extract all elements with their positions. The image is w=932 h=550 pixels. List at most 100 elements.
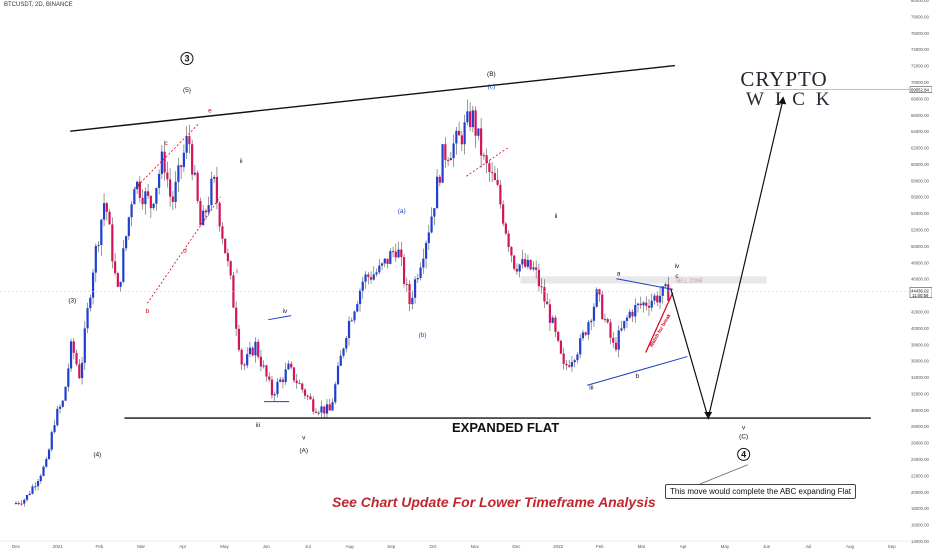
candle-body (609, 322, 612, 338)
candle-body (320, 406, 323, 413)
wave-iv-box-top (268, 315, 292, 321)
candle-body (155, 187, 158, 204)
candle-body (243, 364, 246, 366)
wave-label: (A) (299, 447, 308, 454)
candle-body (323, 406, 326, 414)
candle-body (213, 176, 216, 179)
time-tick-label: Feb (96, 544, 104, 549)
candle-body (548, 304, 552, 323)
candle-body (221, 226, 224, 239)
candle-body (639, 303, 642, 306)
candle-body (290, 363, 293, 368)
candle-body (554, 317, 557, 332)
candle-body (339, 355, 342, 366)
candle-body (287, 363, 290, 370)
wave-label: iii (589, 384, 593, 391)
candle-body (458, 130, 461, 136)
candle-body (634, 305, 637, 317)
candle-body (653, 295, 656, 301)
candle-body (147, 191, 150, 196)
candle-body (642, 302, 645, 306)
projection-arrow-down (704, 412, 713, 420)
candle-body (430, 216, 433, 233)
candle-body (53, 425, 56, 433)
candle-body (502, 204, 505, 224)
wave-label: 4 (741, 449, 746, 459)
candle-body (25, 495, 29, 500)
price-tick-label: 38000.00 (911, 342, 930, 347)
candle-body (568, 365, 571, 367)
candle-body (383, 258, 386, 264)
candle-body (416, 278, 419, 280)
candle-body (576, 354, 579, 361)
candle-body (592, 306, 596, 321)
wave-label: (b) (419, 332, 427, 339)
candle-body (477, 128, 480, 136)
candle-body (513, 255, 516, 269)
candle-body (229, 261, 232, 276)
price-tick-label: 70000.00 (911, 80, 930, 85)
time-tick-label: Aug (346, 544, 355, 549)
candle-body (562, 353, 565, 364)
candle-body (56, 408, 59, 426)
time-tick-label: Apr (680, 544, 688, 549)
candle-body (188, 136, 191, 145)
time-tick-label: Jul (805, 544, 811, 549)
time-tick-label: 2022 (553, 544, 564, 549)
wave-label: c (164, 140, 168, 147)
candle-body (262, 365, 265, 367)
time-tick-label: Oct (429, 544, 437, 549)
candle-body (174, 181, 177, 202)
red-channel-lower (147, 196, 221, 304)
time-tick-label: Mar (137, 544, 145, 549)
candle-body (28, 493, 31, 496)
candle-body (394, 251, 397, 258)
candle-body (102, 203, 106, 220)
candle-body (603, 319, 607, 321)
candle-body (413, 279, 417, 298)
price-tick-label: 28000.00 (911, 424, 930, 429)
candle-body (656, 295, 659, 303)
candle-body (276, 381, 279, 395)
candle-body (584, 332, 587, 335)
candle-body (350, 320, 353, 322)
candle-body (166, 172, 169, 180)
wave-label: (B) (487, 71, 496, 78)
wave-label: 3 (184, 53, 189, 63)
candle-body (499, 184, 502, 205)
time-axis[interactable]: Dec 2021 Feb Mar Apr May Jun Jul Aug Sep Oct Nov Dec… (0, 540, 910, 549)
candle-body (67, 368, 70, 387)
candle-body (279, 379, 282, 382)
candle-body (83, 328, 86, 363)
candle-body (427, 232, 430, 243)
time-tick-label: Feb (596, 544, 604, 549)
price-tick-label: 20000.00 (911, 490, 930, 495)
candle-body (45, 459, 48, 467)
wave-label: v (302, 434, 306, 441)
candle-body (116, 273, 119, 287)
candle-body (612, 337, 615, 343)
candle-body (86, 308, 89, 329)
candle-body (130, 204, 133, 218)
candle-body (336, 365, 340, 385)
candle-body (180, 165, 183, 168)
candle-body (312, 399, 315, 412)
candle-body (314, 411, 318, 413)
time-tick-label: Sep (888, 544, 897, 549)
candle-body (565, 363, 568, 366)
candle-body (358, 290, 362, 305)
wave-label: (5) (183, 87, 191, 94)
candle-body (23, 499, 26, 504)
price-tick-label: 24000.00 (911, 457, 930, 462)
candle-body (94, 246, 97, 273)
candle-body (111, 224, 114, 262)
candle-body (658, 295, 662, 303)
candle-body (636, 303, 640, 306)
watch-break-label: Watch for break (648, 313, 672, 349)
price-tick-label: 54000.00 (911, 211, 930, 216)
candle-body (353, 311, 356, 321)
wave-label: d (183, 247, 187, 254)
price-axis[interactable]: 80000.00 78000.00 76000.00 74000.00 72000.00… (909, 0, 932, 550)
upper-price-tag-text: 69052.84 (911, 88, 930, 93)
